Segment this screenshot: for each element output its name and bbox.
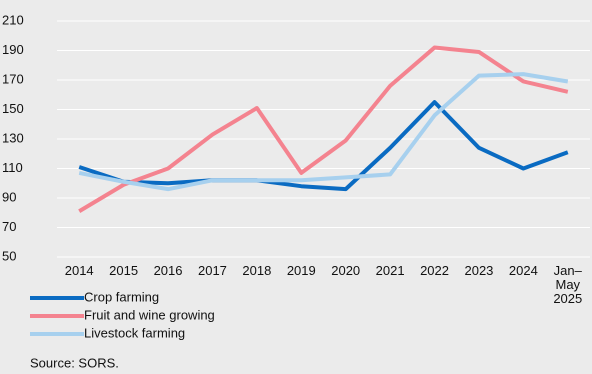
y-tick-label: 50 xyxy=(2,248,16,263)
series-line xyxy=(78,45,569,213)
legend-label: Crop farming xyxy=(84,289,159,304)
x-tick-label: 2016 xyxy=(153,263,183,278)
source: Source: SORS. xyxy=(30,355,119,370)
x-tick-label: Jan–May 2025 xyxy=(553,263,583,306)
x-tick-label: 2018 xyxy=(242,263,272,278)
legend-label: Fruit and wine growing xyxy=(84,307,215,322)
x-tick-label: 2017 xyxy=(197,263,227,278)
y-tick-label: 70 xyxy=(2,219,16,234)
x-tick-label: 2023 xyxy=(464,263,494,278)
x-tick-label: 2024 xyxy=(508,263,538,278)
y-tick-label: 110 xyxy=(2,160,23,175)
y-tick-label: 210 xyxy=(2,12,24,27)
x-tick-label: 2019 xyxy=(286,263,316,278)
x-tick-label: 2020 xyxy=(331,263,361,278)
series-line xyxy=(78,100,569,192)
x-tick-label: 2022 xyxy=(420,263,449,278)
x-tick-label: 2014 xyxy=(64,263,94,278)
x-tick-label: 2021 xyxy=(375,263,405,278)
y-tick-label: 90 xyxy=(2,189,16,204)
legend-label: Livestock farming xyxy=(84,325,185,340)
series-line xyxy=(78,72,569,192)
y-tick-label: 130 xyxy=(2,130,24,145)
x-tick-label: 2015 xyxy=(109,263,139,278)
y-tick-label: 170 xyxy=(2,71,24,86)
y-tick-label: 150 xyxy=(2,101,24,116)
y-tick-label: 190 xyxy=(2,42,24,57)
